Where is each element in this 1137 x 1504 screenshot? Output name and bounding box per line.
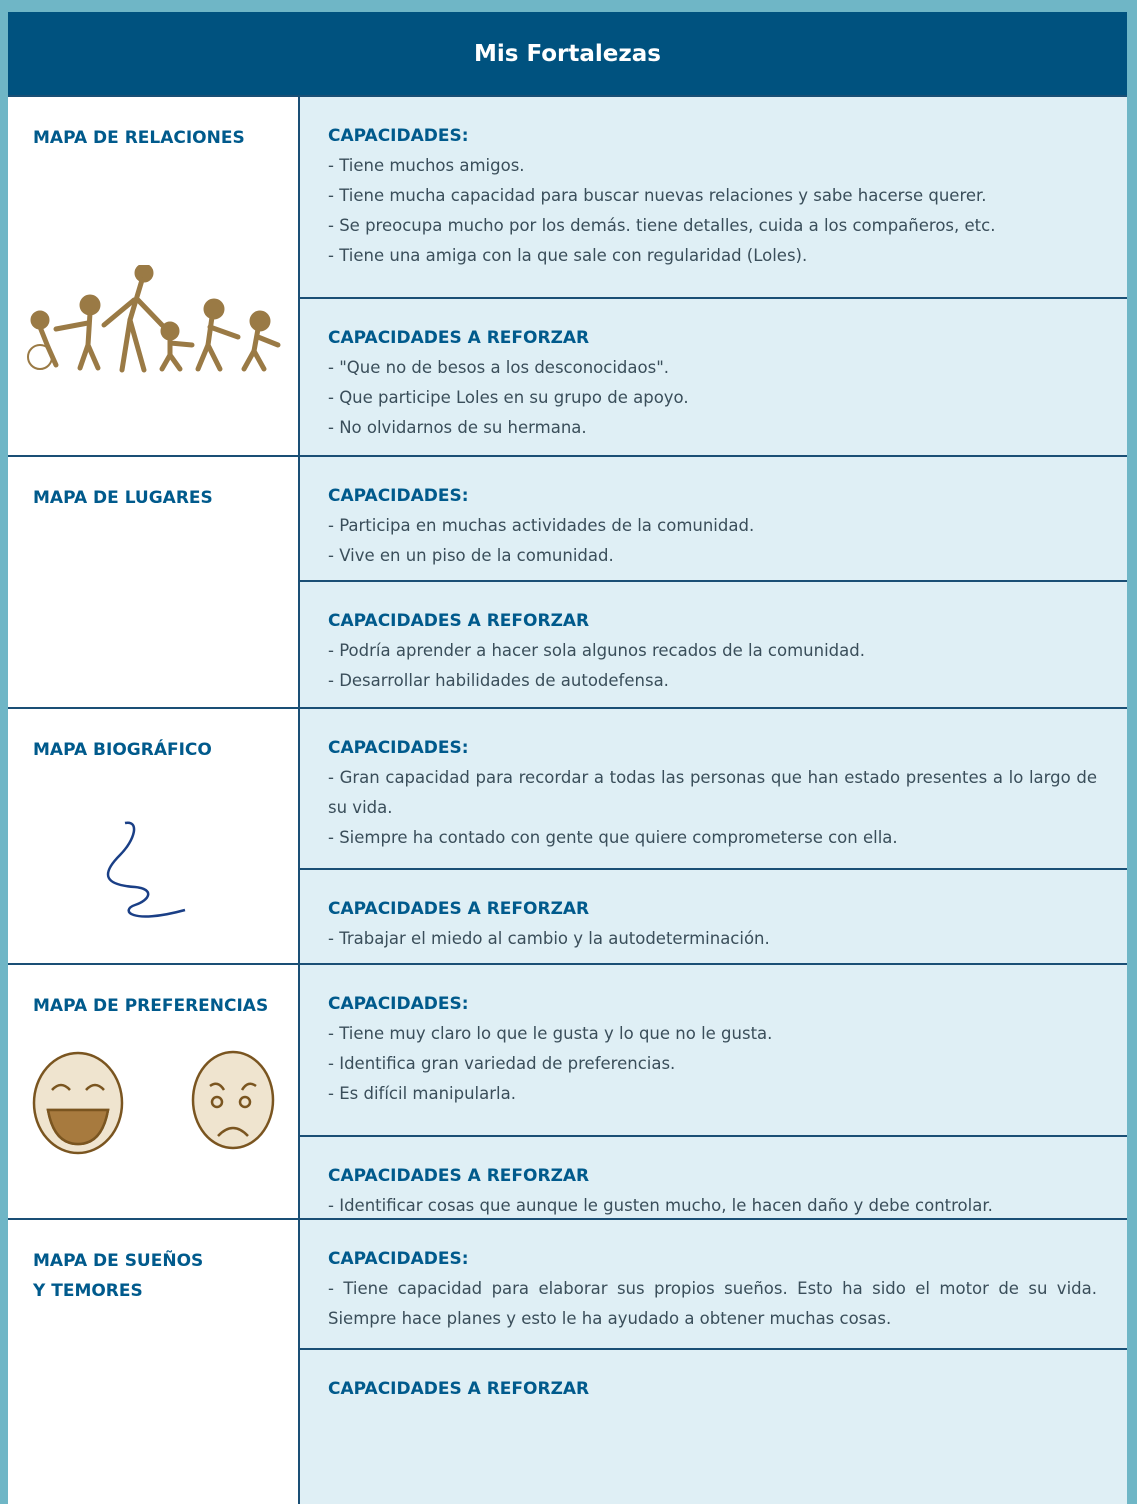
- capacity-block: CAPACIDADES: - Participa en muchas activi…: [300, 455, 1127, 580]
- block-item: - Trabajar el miedo al cambio y la autod…: [328, 929, 770, 948]
- section-label-cell: MAPA DE SUEÑOS Y TEMORES: [8, 1218, 300, 1504]
- capacity-block: CAPACIDADES A REFORZAR - Podría aprender …: [300, 580, 1127, 707]
- block-item: - Siempre ha contado con gente que quier…: [328, 828, 898, 847]
- title: Mis Fortalezas: [8, 12, 1127, 95]
- block-heading: CAPACIDADES:: [328, 126, 469, 146]
- section-label: MAPA DE LUGARES: [33, 483, 213, 513]
- capacity-block: CAPACIDADES A REFORZAR - "Que no de besos…: [300, 297, 1127, 455]
- block-item: - Gran capacidad para recordar a todas l…: [328, 768, 1097, 817]
- block-heading: CAPACIDADES A REFORZAR: [328, 1379, 590, 1399]
- block-heading: CAPACIDADES A REFORZAR: [328, 611, 590, 631]
- label-line: MAPA DE PREFERENCIAS: [33, 996, 269, 1016]
- block-item: - Que participe Loles en su grupo de apo…: [328, 388, 689, 407]
- block-heading: CAPACIDADES A REFORZAR: [328, 899, 590, 919]
- capacity-block: CAPACIDADES: - Gran capacidad para record…: [300, 707, 1127, 868]
- capacity-block: CAPACIDADES A REFORZAR - Identificar cosa…: [300, 1135, 1127, 1218]
- capacity-block: CAPACIDADES A REFORZAR - Trabajar el mied…: [300, 868, 1127, 963]
- block-heading: CAPACIDADES A REFORZAR: [328, 1166, 590, 1186]
- block-heading: CAPACIDADES:: [328, 1249, 469, 1269]
- section-label-cell: MAPA DE PREFERENCIAS: [8, 963, 300, 1218]
- block-heading: CAPACIDADES:: [328, 486, 469, 506]
- block-item: - Tiene una amiga con la que sale con re…: [328, 246, 808, 265]
- label-line: MAPA DE LUGARES: [33, 488, 213, 508]
- block-item: - Es difícil manipularla.: [328, 1084, 516, 1103]
- block-item: - Tiene capacidad para elaborar sus prop…: [328, 1279, 1097, 1328]
- capacity-block: CAPACIDADES: - Tiene muy claro lo que le …: [300, 963, 1127, 1135]
- section-label: MAPA DE PREFERENCIAS: [33, 991, 268, 1021]
- people-illustration: [27, 265, 281, 373]
- label-line: MAPA BIOGRÁFICO: [33, 740, 212, 760]
- block-item: - Podría aprender a hacer sola algunos r…: [328, 641, 865, 660]
- block-item: - Se preocupa mucho por los demás. tiene…: [328, 216, 996, 235]
- line-illustration: [106, 821, 186, 918]
- label-line: MAPA DE SUEÑOS: [33, 1251, 204, 1271]
- section-label: MAPA BIOGRÁFICO: [33, 735, 212, 765]
- section-label: MAPA DE RELACIONES: [33, 123, 245, 153]
- label-line: Y TEMORES: [33, 1281, 143, 1301]
- section-label-cell: MAPA BIOGRÁFICO: [8, 707, 300, 963]
- faces-illustration: [32, 1050, 275, 1155]
- section-label-cell: MAPA DE LUGARES: [8, 455, 300, 707]
- block-item: - Tiene muchos amigos.: [328, 156, 525, 175]
- table: Mis Fortalezas MAPA DE RELACIONES CAPACID…: [8, 12, 1127, 1504]
- block-item: - Tiene muy claro lo que le gusta y lo q…: [328, 1024, 773, 1043]
- block-item: - Participa en muchas actividades de la …: [328, 516, 755, 535]
- block-item: - No olvidarnos de su hermana.: [328, 418, 587, 437]
- block-heading: CAPACIDADES:: [328, 994, 469, 1014]
- block-item: - Tiene mucha capacidad para buscar nuev…: [328, 186, 987, 205]
- capacity-block: CAPACIDADES A REFORZAR: [300, 1348, 1127, 1504]
- block-item: - Identificar cosas que aunque le gusten…: [328, 1196, 993, 1215]
- section-label: MAPA DE SUEÑOS Y TEMORES: [33, 1246, 203, 1306]
- section-label-cell: MAPA DE RELACIONES: [8, 95, 300, 455]
- block-item: - "Que no de besos a los desconocidaos".: [328, 358, 670, 377]
- block-item: - Vive en un piso de la comunidad.: [328, 546, 614, 565]
- block-heading: CAPACIDADES A REFORZAR: [328, 328, 590, 348]
- block-item: - Identifica gran variedad de preferenci…: [328, 1054, 676, 1073]
- capacity-block: CAPACIDADES: - Tiene capacidad para elabo…: [300, 1218, 1127, 1348]
- block-heading: CAPACIDADES:: [328, 738, 469, 758]
- block-item: - Desarrollar habilidades de autodefensa…: [328, 671, 669, 690]
- label-line: MAPA DE RELACIONES: [33, 128, 245, 148]
- capacity-block: CAPACIDADES: - Tiene muchos amigos. - Tien…: [300, 95, 1127, 297]
